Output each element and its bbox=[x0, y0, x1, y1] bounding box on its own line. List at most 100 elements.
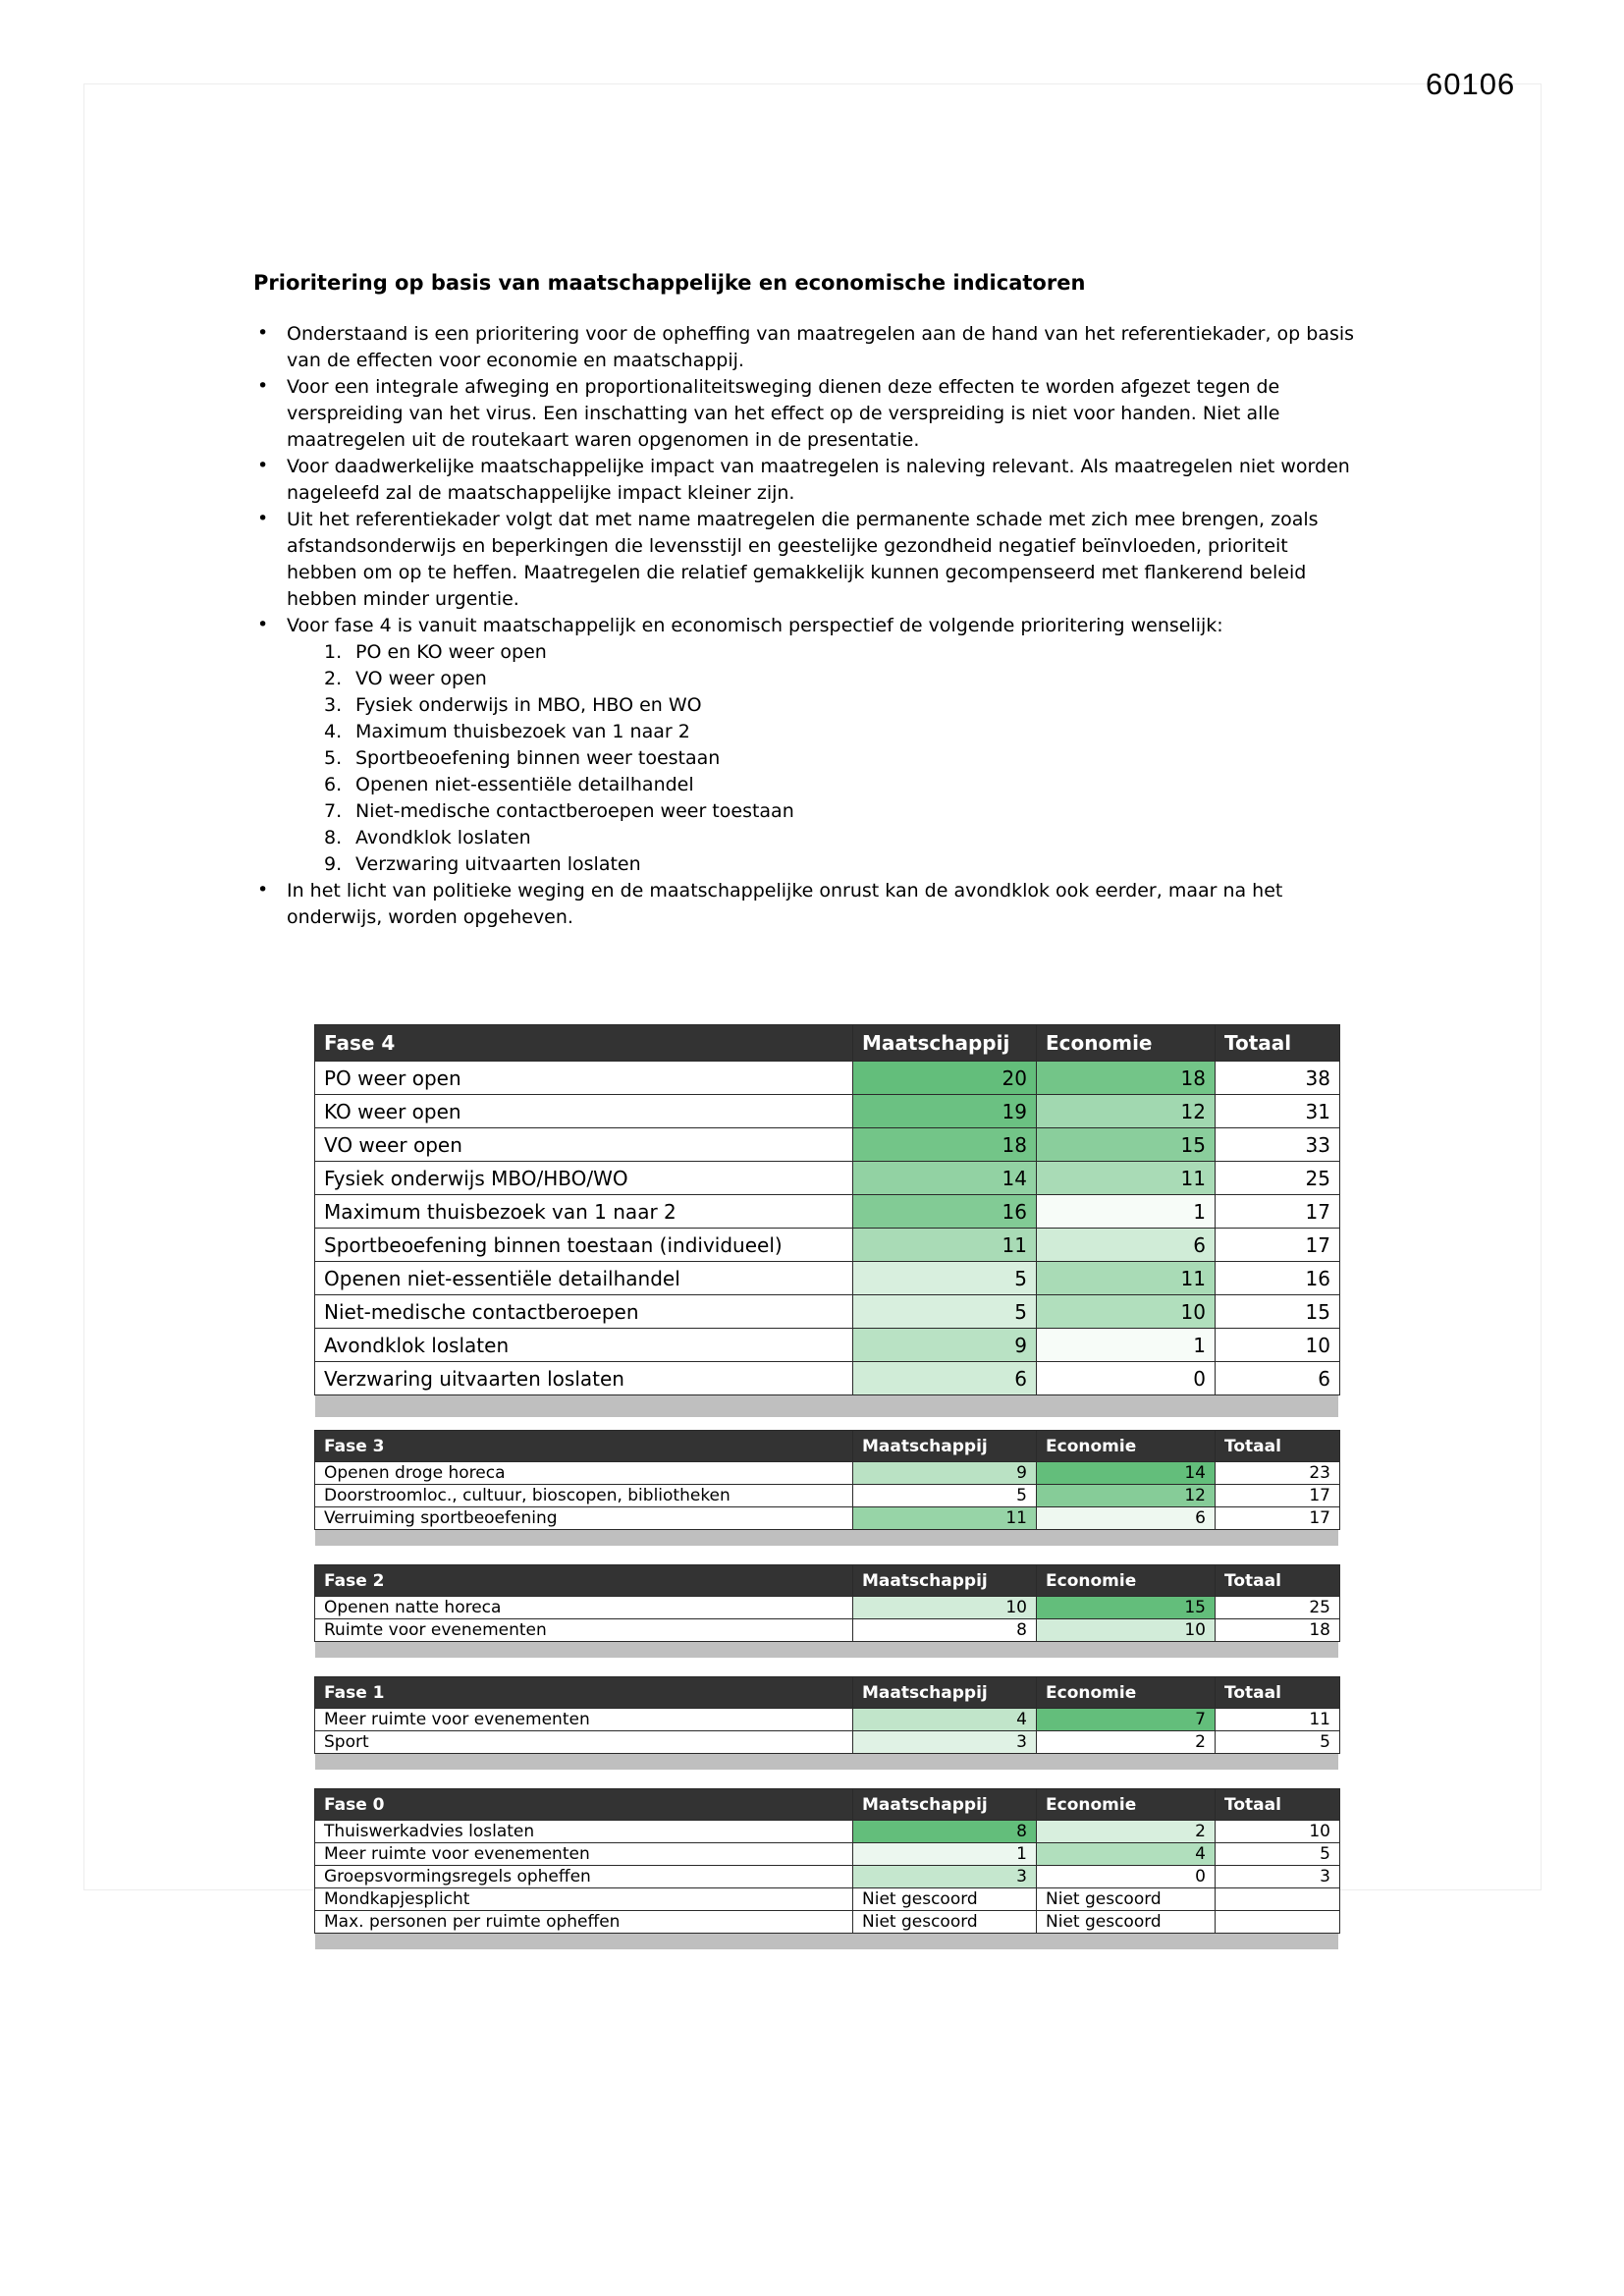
priority-item: PO en KO weer open bbox=[324, 639, 547, 666]
bullet-item: • In het licht van politieke weging en de… bbox=[253, 878, 1359, 931]
table-row: VO weer open 18 15 33 bbox=[314, 1127, 1340, 1162]
totaal-cell: 17 bbox=[1215, 1228, 1340, 1262]
economie-cell: 0 bbox=[1036, 1361, 1216, 1395]
col-header-totaal: Totaal bbox=[1215, 1430, 1340, 1462]
table-row: Openen niet-essentiële detailhandel 5 11 16 bbox=[314, 1261, 1340, 1295]
totaal-cell: 15 bbox=[1215, 1294, 1340, 1329]
bullet-item: • Voor een integrale afweging en proporti… bbox=[253, 374, 1359, 454]
row-label-cell: Ruimte voor evenementen bbox=[314, 1618, 853, 1642]
maatschappij-cell: 20 bbox=[852, 1061, 1037, 1095]
bullet-text: Onderstaand is een prioritering voor de … bbox=[287, 323, 1355, 371]
bullet-marker: • bbox=[257, 455, 269, 476]
bullet-text: Voor fase 4 is vanuit maatschappelijk en… bbox=[287, 615, 1223, 636]
table-title-cell: Fase 1 bbox=[314, 1676, 853, 1709]
economie-cell: 15 bbox=[1036, 1127, 1216, 1162]
economie-cell: 6 bbox=[1036, 1228, 1216, 1262]
table-row: Ruimte voor evenementen 8 10 18 bbox=[314, 1618, 1340, 1642]
economie-cell: 14 bbox=[1036, 1461, 1216, 1485]
priority-item: Fysiek onderwijs in MBO, HBO en WO bbox=[324, 692, 702, 719]
priority-item: Openen niet-essentiële detailhandel bbox=[324, 772, 694, 798]
row-label-cell: Niet-medische contactberoepen bbox=[314, 1294, 853, 1329]
economie-cell: 12 bbox=[1036, 1094, 1216, 1128]
row-label-cell: Avondklok loslaten bbox=[314, 1328, 853, 1362]
maatschappij-cell: 3 bbox=[852, 1730, 1037, 1754]
totaal-cell: 16 bbox=[1215, 1261, 1340, 1295]
row-label-cell: Max. personen per ruimte opheffen bbox=[314, 1910, 853, 1934]
bullet-item: • Uit het referentiekader volgt dat met n… bbox=[253, 507, 1359, 613]
table-row: Niet-medische contactberoepen 5 10 15 bbox=[314, 1294, 1340, 1329]
totaal-cell: 6 bbox=[1215, 1361, 1340, 1395]
col-header-maatschappij: Maatschappij bbox=[852, 1430, 1037, 1462]
priority-item: Avondklok loslaten bbox=[324, 825, 531, 851]
row-label-cell: PO weer open bbox=[314, 1061, 853, 1095]
table-header-row: Fase 4 Maatschappij Economie Totaal bbox=[314, 1024, 1340, 1062]
bullet-item: • Voor daadwerkelijke maatschappelijke im… bbox=[253, 454, 1359, 507]
totaal-cell: 23 bbox=[1215, 1461, 1340, 1485]
maatschappij-cell: Niet gescoord bbox=[852, 1887, 1037, 1911]
col-header-maatschappij: Maatschappij bbox=[852, 1788, 1037, 1821]
totaal-cell: 17 bbox=[1215, 1194, 1340, 1229]
fase-block: Fase 2 Maatschappij Economie Totaal Openen n… bbox=[314, 1564, 1340, 1658]
row-label-cell: Thuiswerkadvies loslaten bbox=[314, 1820, 853, 1843]
maatschappij-cell: 19 bbox=[852, 1094, 1037, 1128]
table-row: Meer ruimte voor evenementen 4 7 11 bbox=[314, 1708, 1340, 1731]
fase-tables: Fase 4 Maatschappij Economie Totaal PO weer … bbox=[314, 1024, 1340, 1949]
table-row: Meer ruimte voor evenementen 1 4 5 bbox=[314, 1842, 1340, 1866]
separator-bar bbox=[315, 1395, 1338, 1417]
fase-table-fase-3: Fase 3 Maatschappij Economie Totaal Openen d… bbox=[314, 1430, 1340, 1530]
totaal-cell: 10 bbox=[1215, 1820, 1340, 1843]
row-label-cell: Openen droge horeca bbox=[314, 1461, 853, 1485]
fase-table-fase-4: Fase 4 Maatschappij Economie Totaal PO weer … bbox=[314, 1024, 1340, 1395]
table-row: Openen natte horeca 10 15 25 bbox=[314, 1596, 1340, 1619]
col-header-totaal: Totaal bbox=[1215, 1676, 1340, 1709]
row-label-cell: Mondkapjesplicht bbox=[314, 1887, 853, 1911]
table-header-row: Fase 2 Maatschappij Economie Totaal bbox=[314, 1564, 1340, 1597]
col-header-economie: Economie bbox=[1036, 1430, 1216, 1462]
col-header-maatschappij: Maatschappij bbox=[852, 1676, 1037, 1709]
col-header-totaal: Totaal bbox=[1215, 1788, 1340, 1821]
bullet-marker: • bbox=[257, 322, 269, 344]
economie-cell: 2 bbox=[1036, 1820, 1216, 1843]
bullet-text: Uit het referentiekader volgt dat met na… bbox=[287, 509, 1319, 610]
bullet-marker: • bbox=[257, 879, 269, 901]
row-label-cell: Maximum thuisbezoek van 1 naar 2 bbox=[314, 1194, 853, 1229]
separator-bar bbox=[315, 1642, 1338, 1658]
totaal-cell: 17 bbox=[1215, 1484, 1340, 1507]
fase-table-fase-1: Fase 1 Maatschappij Economie Totaal Meer rui… bbox=[314, 1676, 1340, 1754]
maatschappij-cell: 9 bbox=[852, 1328, 1037, 1362]
bullet-text: In het licht van politieke weging en de … bbox=[287, 880, 1283, 928]
maatschappij-cell: 11 bbox=[852, 1228, 1037, 1262]
table-row: Doorstroomloc., cultuur, bioscopen, bibl… bbox=[314, 1484, 1340, 1507]
row-label-cell: Verruiming sportbeoefening bbox=[314, 1506, 853, 1530]
maatschappij-cell: 8 bbox=[852, 1618, 1037, 1642]
table-row: Fysiek onderwijs MBO/HBO/WO 14 11 25 bbox=[314, 1161, 1340, 1195]
maatschappij-cell: 6 bbox=[852, 1361, 1037, 1395]
table-row: Groepsvormingsregels opheffen 3 0 3 bbox=[314, 1865, 1340, 1888]
economie-cell: 7 bbox=[1036, 1708, 1216, 1731]
priority-item: VO weer open bbox=[324, 666, 487, 692]
totaal-cell: 18 bbox=[1215, 1618, 1340, 1642]
col-header-maatschappij: Maatschappij bbox=[852, 1024, 1037, 1062]
bullet-text: Voor een integrale afweging en proportio… bbox=[287, 376, 1280, 451]
table-row: Sportbeoefening binnen toestaan (individ… bbox=[314, 1228, 1340, 1262]
row-label-cell: KO weer open bbox=[314, 1094, 853, 1128]
totaal-cell: 11 bbox=[1215, 1708, 1340, 1731]
priority-item: Sportbeoefening binnen weer toestaan bbox=[324, 745, 721, 772]
row-label-cell: Fysiek onderwijs MBO/HBO/WO bbox=[314, 1161, 853, 1195]
maatschappij-cell: 5 bbox=[852, 1294, 1037, 1329]
maatschappij-cell: 5 bbox=[852, 1261, 1037, 1295]
economie-cell: 12 bbox=[1036, 1484, 1216, 1507]
totaal-cell bbox=[1215, 1887, 1340, 1911]
table-row: Maximum thuisbezoek van 1 naar 2 16 1 17 bbox=[314, 1194, 1340, 1229]
document-body: Prioritering op basis van maatschappelij… bbox=[253, 271, 1359, 931]
separator-bar bbox=[315, 1754, 1338, 1770]
priority-list: PO en KO weer open VO weer open Fysiek ond… bbox=[287, 639, 1359, 878]
totaal-cell: 17 bbox=[1215, 1506, 1340, 1530]
page-title: Prioritering op basis van maatschappelij… bbox=[253, 271, 1086, 295]
fase-block: Fase 0 Maatschappij Economie Totaal Thuiswer… bbox=[314, 1788, 1340, 1949]
table-row: Max. personen per ruimte opheffen Niet ge… bbox=[314, 1910, 1340, 1934]
totaal-cell bbox=[1215, 1910, 1340, 1934]
row-label-cell: Openen natte horeca bbox=[314, 1596, 853, 1619]
col-header-totaal: Totaal bbox=[1215, 1564, 1340, 1597]
maatschappij-cell: 3 bbox=[852, 1865, 1037, 1888]
